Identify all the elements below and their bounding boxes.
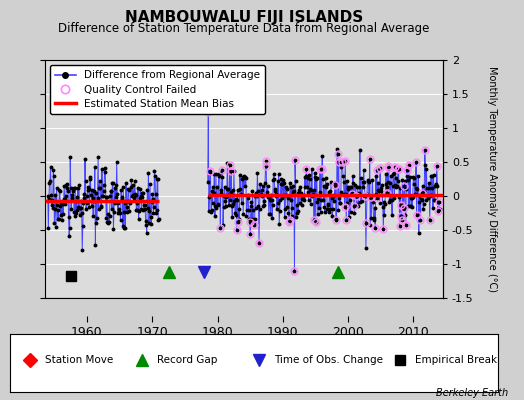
Text: Berkeley Earth: Berkeley Earth <box>436 388 508 398</box>
Text: Station Move: Station Move <box>45 355 113 365</box>
Text: Empirical Break: Empirical Break <box>415 355 497 365</box>
Y-axis label: Monthly Temperature Anomaly Difference (°C): Monthly Temperature Anomaly Difference (… <box>487 66 497 292</box>
Legend: Difference from Regional Average, Quality Control Failed, Estimated Station Mean: Difference from Regional Average, Qualit… <box>50 65 265 114</box>
Text: Difference of Station Temperature Data from Regional Average: Difference of Station Temperature Data f… <box>58 22 429 35</box>
Text: Record Gap: Record Gap <box>157 355 217 365</box>
Text: NAMBOUWALU FIJI ISLANDS: NAMBOUWALU FIJI ISLANDS <box>125 10 363 25</box>
Text: Time of Obs. Change: Time of Obs. Change <box>274 355 383 365</box>
